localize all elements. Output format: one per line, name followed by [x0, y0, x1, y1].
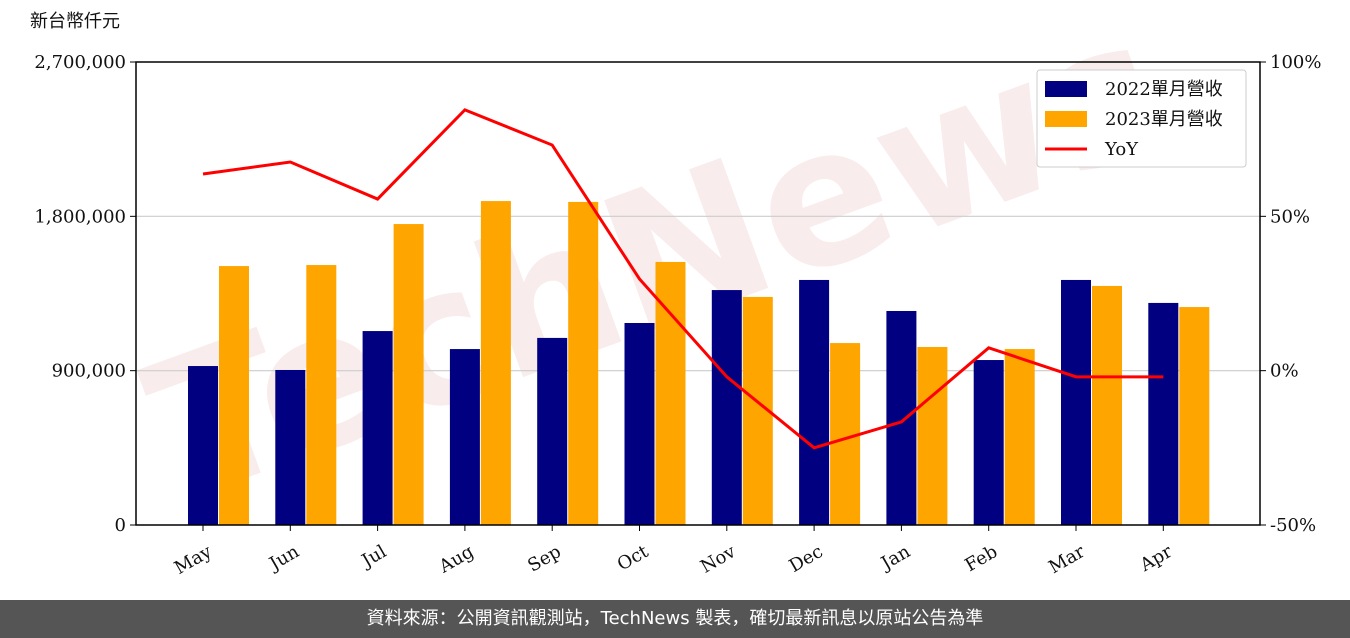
- bar: [1061, 279, 1091, 525]
- bar: [655, 261, 686, 525]
- bar: [449, 349, 480, 525]
- y-tick-label: 1,800,000: [34, 206, 126, 227]
- x-tick-label: Nov: [697, 541, 740, 578]
- legend-box: [1036, 69, 1247, 168]
- footer: 資料來源：公開資訊觀測站，TechNews 製表，確切最新訊息以原站公告為準: [0, 600, 1350, 638]
- bar: [480, 201, 511, 526]
- x-tick-label: Oct: [614, 541, 653, 576]
- x-tick-label: Aug: [435, 541, 478, 578]
- x-tick-label: Feb: [962, 541, 1002, 576]
- y-tick-label: 900,000: [52, 361, 126, 382]
- x-tick-label: Jan: [876, 541, 914, 575]
- x-tick-label: Apr: [1136, 541, 1176, 576]
- y2-tick-label: 50%: [1270, 206, 1310, 227]
- bar: [219, 266, 249, 525]
- line: [202, 108, 1164, 450]
- bar: [1179, 307, 1210, 525]
- bar: [306, 265, 337, 525]
- x-tick-label: Jun: [264, 541, 303, 576]
- x-tick-label: Dec: [786, 541, 827, 577]
- bar: [973, 360, 1004, 525]
- legend: 2022單月營收 2023單月營收 YoY: [1036, 69, 1247, 168]
- y2-tick-label: 100%: [1270, 52, 1321, 73]
- y2-tick-label: 0%: [1270, 361, 1299, 382]
- bar: [362, 331, 393, 525]
- bar: [1148, 302, 1179, 525]
- bar: [188, 366, 218, 525]
- bar: [1092, 285, 1122, 525]
- x-tick-label: Mar: [1045, 541, 1089, 578]
- bar: [537, 337, 568, 525]
- x-tick-label: Jul: [357, 541, 391, 573]
- legend-swatch: [1045, 81, 1087, 97]
- y-axis-label: 新台幣仟元: [30, 11, 120, 32]
- plot-frame: [135, 61, 1261, 526]
- y-tick-label: 0: [115, 515, 126, 536]
- y2-tick-label: -50%: [1270, 515, 1316, 536]
- x-tick-label: May: [171, 541, 216, 579]
- bar: [1004, 349, 1035, 525]
- legend-swatch: [1045, 111, 1087, 127]
- bar: [393, 224, 424, 526]
- bar: [886, 310, 917, 525]
- chart: 新台幣仟元 TechNews 0900,0001,800,0002,700,00…: [30, 0, 1321, 579]
- bar: [711, 290, 742, 525]
- bar: [568, 201, 599, 525]
- bar: [917, 347, 948, 525]
- x-tick-label: Sep: [524, 541, 564, 576]
- legend-label: 2022單月營收: [1105, 79, 1223, 100]
- bar: [830, 343, 861, 525]
- bar: [624, 322, 655, 525]
- legend-label: YoY: [1104, 139, 1139, 160]
- y-tick-label: 2,700,000: [34, 52, 126, 73]
- legend-label: 2023單月營收: [1105, 109, 1223, 130]
- bar: [799, 279, 830, 525]
- bar: [275, 369, 306, 525]
